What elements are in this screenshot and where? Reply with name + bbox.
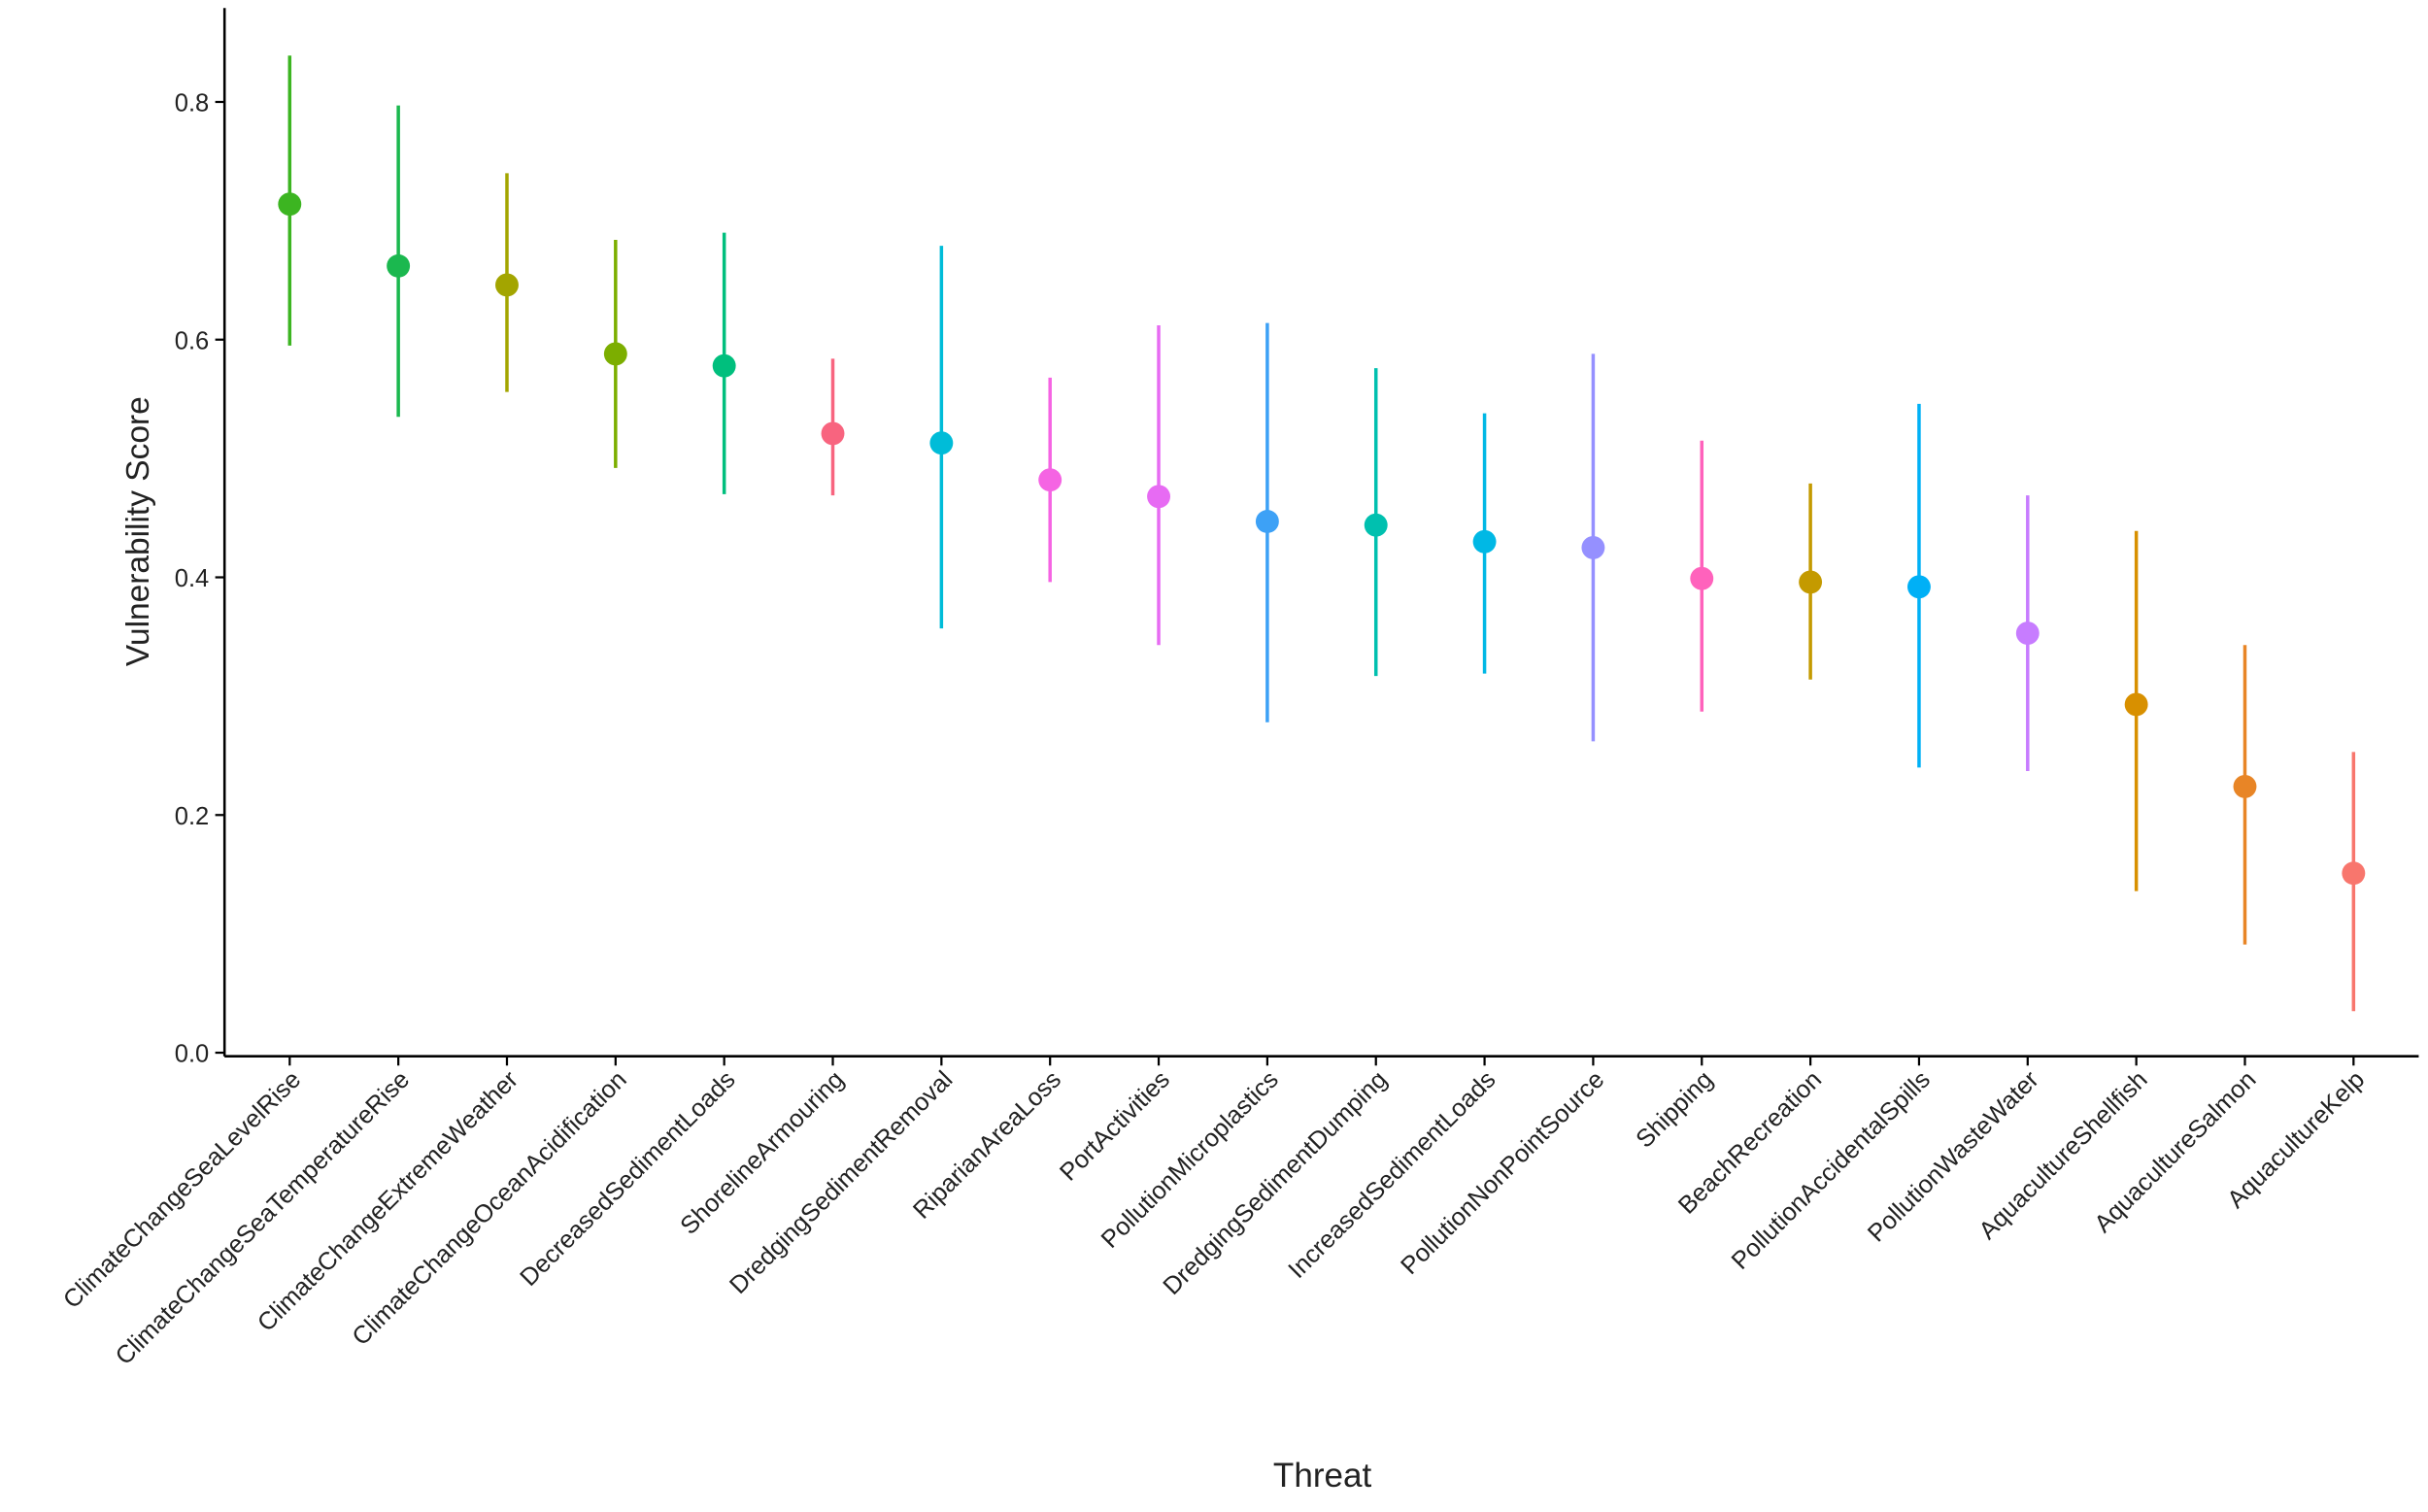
point [1364, 513, 1388, 537]
point [1038, 468, 1062, 492]
point [495, 273, 519, 297]
point [929, 431, 954, 455]
x-tick-label: Shipping [1631, 1066, 1718, 1154]
point [1581, 535, 1605, 559]
point [387, 253, 411, 278]
point [2342, 861, 2366, 886]
x-tick-label: DecreasedSedimentLoads [515, 1066, 740, 1292]
point [1690, 566, 1714, 590]
point [821, 421, 845, 446]
x-tick-label: PollutionAccidentalSpills [1727, 1066, 1936, 1275]
y-tick-label: 0.0 [175, 1041, 209, 1068]
x-axis-title: Threat [1273, 1457, 1372, 1495]
x-tick-label: ClimateChangeSeaLevelRise [58, 1066, 306, 1314]
point [278, 192, 302, 217]
point [2124, 692, 2148, 717]
point [1255, 510, 1279, 533]
point [2233, 774, 2257, 798]
point [712, 353, 736, 378]
point [2015, 622, 2040, 645]
y-tick-label: 0.6 [175, 327, 209, 354]
y-axis-title: Vulnerability Score [120, 396, 156, 666]
x-tick-label: DredgingSedimentDumping [1158, 1066, 1392, 1300]
point [1472, 529, 1497, 554]
x-tick-label: PollutionMicroplastics [1096, 1066, 1284, 1254]
y-tick-label: 0.2 [175, 803, 209, 830]
y-tick-label: 0.8 [175, 90, 209, 118]
x-tick-label: PollutionNonPointSource [1396, 1066, 1609, 1280]
x-tick-label: PortActivities [1055, 1066, 1175, 1187]
x-tick-label: DredgingSedimentRemoval [725, 1066, 958, 1299]
point [1799, 570, 1823, 594]
point [1147, 485, 1171, 509]
y-tick-label: 0.4 [175, 565, 209, 592]
x-tick-label: IncreasedSedimentLoads [1283, 1066, 1501, 1284]
point [603, 342, 627, 366]
point [1906, 575, 1931, 599]
